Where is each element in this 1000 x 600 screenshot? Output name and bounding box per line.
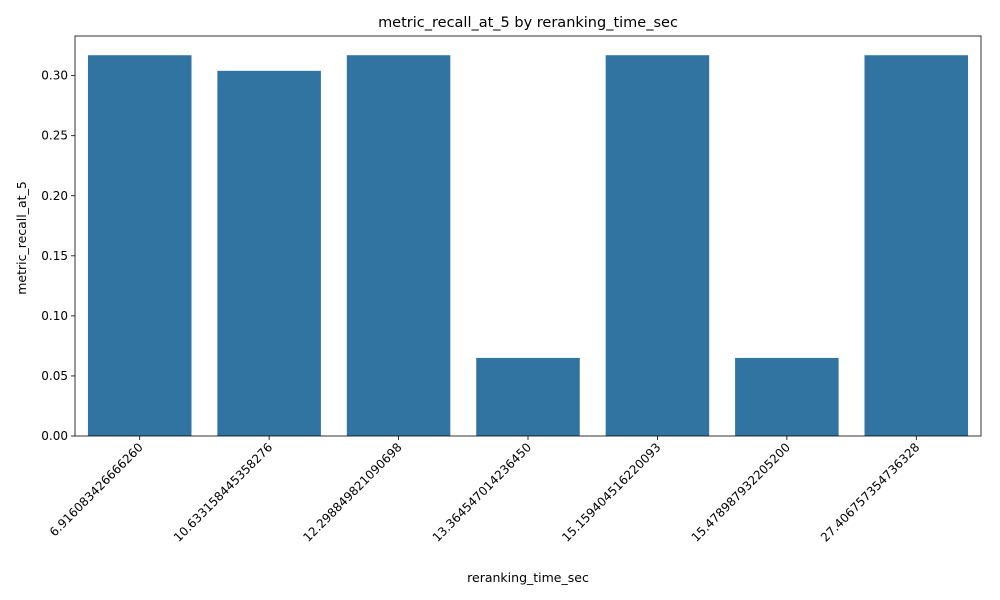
chart-title: metric_recall_at_5 by reranking_time_sec	[378, 15, 678, 31]
y-tick-label: 0.00	[41, 429, 68, 443]
y-tick-label: 0.05	[41, 369, 68, 383]
plot-area	[74, 35, 982, 437]
x-tick-label: 15.478987932205200	[689, 440, 793, 544]
y-tick-label: 0.10	[41, 309, 68, 323]
x-tick-label: 12.298849821090698	[300, 440, 404, 544]
bar	[346, 55, 451, 437]
x-axis-label: reranking_time_sec	[467, 570, 589, 585]
x-tick-label: 13.364547014236450	[430, 440, 534, 544]
x-tick-label: 6.916083426666260	[47, 440, 146, 539]
y-tick-label: 0.25	[41, 129, 68, 143]
x-tick-label: 15.159404516220093	[559, 440, 663, 544]
bar	[735, 357, 839, 436]
y-tick-label: 0.20	[41, 189, 68, 203]
bar	[605, 55, 710, 437]
bar	[87, 55, 192, 437]
bar	[217, 70, 321, 436]
x-axis: 6.916083426666260 10.633158445358276 12.29…	[47, 436, 922, 545]
y-axis: 0.00 0.05 0.10 0.15 0.20 0.25 0.30	[41, 69, 75, 443]
bar	[476, 357, 580, 436]
y-axis-label: metric_recall_at_5	[14, 181, 29, 295]
y-tick-label: 0.30	[41, 69, 68, 83]
x-tick-label: 27.406757354736328	[818, 440, 922, 544]
bar	[864, 55, 969, 437]
y-tick-label: 0.15	[41, 249, 68, 263]
x-tick-label: 10.633158445358276	[171, 440, 275, 544]
